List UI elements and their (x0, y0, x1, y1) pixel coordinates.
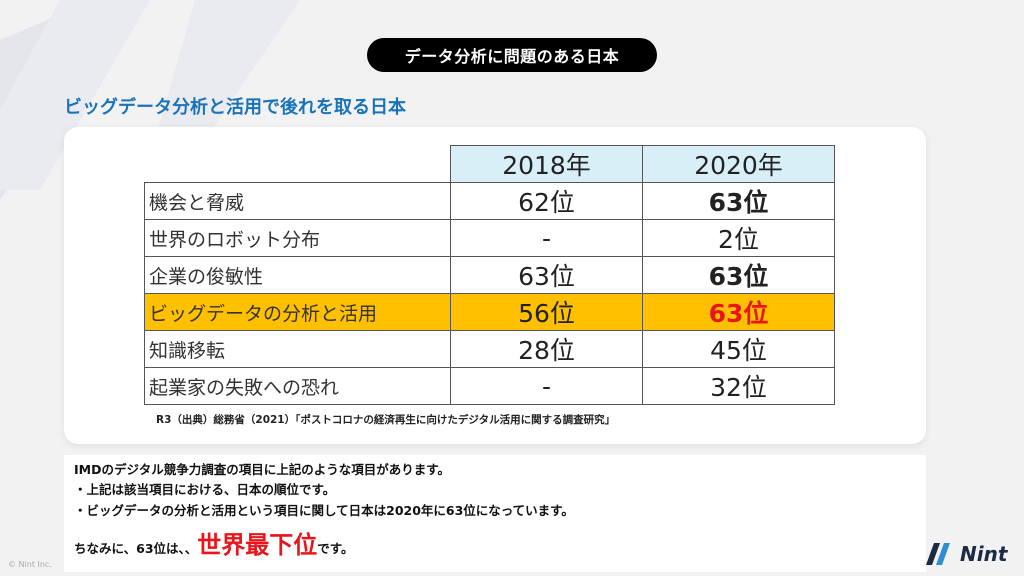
rank-2020: 45位 (642, 330, 835, 368)
note-line: ・ビッグデータの分析と活用という項目に関して日本は2020年に63位になっていま… (74, 503, 574, 518)
ranking-table: 2018年 2020年 機会と脅威 62位 63位 世界のロボット分布 - 2位… (144, 145, 835, 405)
row-item-label: ビッグデータの分析と活用 (144, 293, 451, 331)
row-item-label: 起業家の失敗への恐れ (144, 367, 451, 405)
slide-tag: データ分析に問題のある日本 (367, 38, 657, 72)
note-conclusion-prefix: ちなみに、63位は、、 (74, 541, 198, 556)
note-conclusion: ちなみに、63位は、、世界最下位です。 (74, 525, 354, 560)
rank-2018: 62位 (450, 182, 643, 220)
table-row: 起業家の失敗への恐れ - 32位 (144, 367, 835, 405)
source-citation: R3（出典）総務省（2021）「ポストコロナの経済再生に向けたデジタル活用に関す… (156, 414, 616, 426)
row-item-label: 知識移転 (144, 330, 451, 368)
rank-2018: 63位 (450, 256, 643, 294)
table-row: 知識移転 28位 45位 (144, 330, 835, 368)
rank-2020: 2位 (642, 219, 835, 257)
column-header-2018: 2018年 (450, 145, 643, 183)
table-row: 機会と脅威 62位 63位 (144, 182, 835, 220)
rank-2020: 63位 (642, 293, 835, 331)
table-row: 企業の俊敏性 63位 63位 (144, 256, 835, 294)
table-header-row: 2018年 2020年 (145, 145, 835, 183)
row-item-label: 機会と脅威 (144, 182, 451, 220)
rank-2018: - (450, 219, 643, 257)
logo-mark-icon (926, 543, 950, 565)
notes-box: IMDのデジタル競争力調査の項目に上記のような項目があります。 ・上記は該当項目… (64, 455, 926, 572)
note-line: ・上記は該当項目における、日本の順位です。 (74, 482, 336, 497)
rank-2020: 63位 (642, 182, 835, 220)
note-emphasis: 世界最下位 (197, 531, 318, 559)
rank-2018: - (450, 367, 643, 405)
rank-2020: 63位 (642, 256, 835, 294)
note-conclusion-suffix: です。 (317, 541, 354, 556)
rank-2018: 28位 (450, 330, 643, 368)
logo-text: Nint (960, 542, 1008, 566)
note-line: IMDのデジタル競争力調査の項目に上記のような項目があります。 (74, 462, 450, 477)
table-row: 世界のロボット分布 - 2位 (144, 219, 835, 257)
table-row-highlighted: ビッグデータの分析と活用 56位 63位 (144, 293, 835, 331)
copyright: © Nint Inc. (8, 560, 52, 569)
rank-2020: 32位 (642, 367, 835, 405)
table-corner (145, 146, 451, 183)
column-header-2020: 2020年 (642, 145, 835, 183)
row-item-label: 企業の俊敏性 (144, 256, 451, 294)
page-subtitle: ビッグデータ分析と活用で後れを取る日本 (64, 97, 406, 118)
company-logo: Nint (926, 540, 1007, 568)
rank-2018: 56位 (450, 293, 643, 331)
row-item-label: 世界のロボット分布 (144, 219, 451, 257)
